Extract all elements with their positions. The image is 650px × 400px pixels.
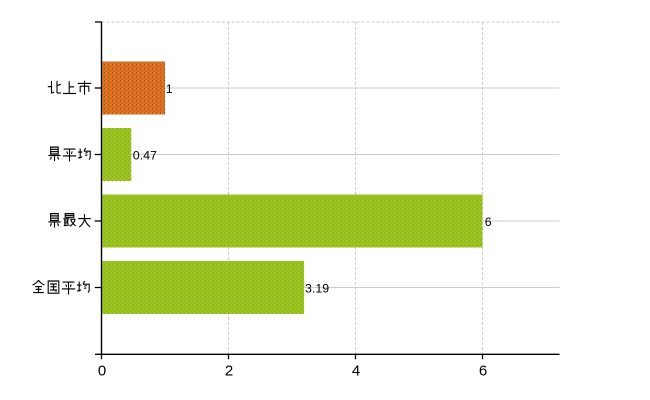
svg-text:2: 2 — [225, 363, 233, 380]
svg-text:3.19: 3.19 — [305, 281, 329, 295]
svg-text:1: 1 — [166, 82, 173, 96]
svg-text:4: 4 — [352, 363, 360, 380]
svg-text:0: 0 — [98, 363, 106, 380]
svg-text:0.47: 0.47 — [133, 148, 157, 162]
svg-text:6: 6 — [485, 215, 492, 229]
svg-text:6: 6 — [479, 363, 487, 380]
